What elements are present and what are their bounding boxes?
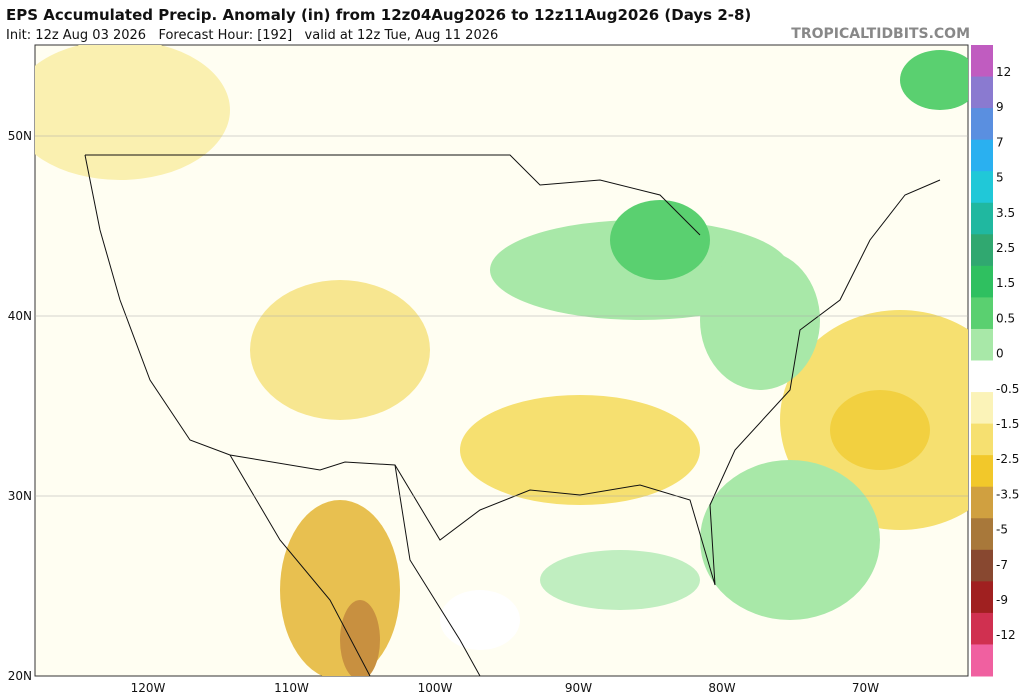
colorbar-label: -5 [996, 523, 1008, 537]
colorbar-swatch [971, 360, 993, 393]
colorbar-swatch [971, 392, 993, 425]
colorbar-swatch [971, 76, 993, 109]
colorbar-swatch [971, 549, 993, 582]
credit: TROPICALTIDBITS.COM [791, 26, 970, 42]
colorbar-swatch [971, 171, 993, 204]
colorbar-label: 0 [996, 347, 1004, 361]
lon-label: 70W [852, 681, 879, 695]
colorbar-swatch [971, 486, 993, 519]
colorbar-label: -7 [996, 558, 1008, 572]
grid [35, 135, 968, 497]
colorbar-label: 2.5 [996, 241, 1015, 255]
subtitle: Init: 12z Aug 03 2026 Forecast Hour: [19… [6, 28, 498, 43]
map: 50N 40N 30N 20N 120W 110W 100W 90W 80W 70W [8, 44, 969, 695]
lat-label: 40N [8, 309, 32, 323]
colorbar-label: 9 [996, 100, 1004, 114]
colorbar-swatch [971, 518, 993, 551]
lat-label: 30N [8, 489, 32, 503]
colorbar-swatch [971, 328, 993, 361]
colorbar-label: 1.5 [996, 276, 1015, 290]
lon-label: 100W [418, 681, 453, 695]
lon-label: 80W [708, 681, 735, 695]
colorbar-swatch [971, 612, 993, 645]
colorbar-swatch [971, 139, 993, 172]
colorbar-label: 12 [996, 65, 1011, 79]
colorbar-label: 3.5 [996, 206, 1015, 220]
colorbar-swatch [971, 234, 993, 267]
colorbar-swatch [971, 45, 993, 78]
colorbar-label: -1.5 [996, 417, 1019, 431]
lon-label: 110W [274, 681, 309, 695]
colorbar-swatch [971, 202, 993, 235]
colorbar-label: -9 [996, 593, 1008, 607]
colorbar-label: 5 [996, 171, 1004, 185]
anomaly-shading [35, 45, 968, 676]
colorbar-swatch [971, 265, 993, 298]
colorbar: 12 9 7 5 3.5 2.5 1.5 0.5 0 -0.5 -1.5 -2.5 -3.5 -5 -7 -9… [971, 45, 1019, 677]
coastlines [84, 154, 941, 676]
colorbar-swatch [971, 581, 993, 614]
colorbar-label: -3.5 [996, 487, 1019, 501]
colorbar-label: 7 [996, 135, 1004, 149]
lat-labels: 50N 40N 30N 20N [8, 129, 32, 683]
colorbar-swatch [971, 108, 993, 141]
lon-labels: 120W 110W 100W 90W 80W 70W [131, 681, 880, 695]
colorbar-label: 0.5 [996, 311, 1015, 325]
colorbar-label: -2.5 [996, 452, 1019, 466]
lat-label: 20N [8, 669, 32, 683]
lon-label: 120W [131, 681, 166, 695]
title: EPS Accumulated Precip. Anomaly (in) fro… [6, 6, 751, 24]
colorbar-swatch [971, 423, 993, 456]
lon-label: 90W [565, 681, 592, 695]
colorbar-label: -12 [996, 628, 1016, 642]
lat-label: 50N [8, 129, 32, 143]
colorbar-swatch [971, 455, 993, 488]
colorbar-swatch [971, 644, 993, 677]
colorbar-label: -0.5 [996, 382, 1019, 396]
colorbar-swatch [971, 297, 993, 330]
